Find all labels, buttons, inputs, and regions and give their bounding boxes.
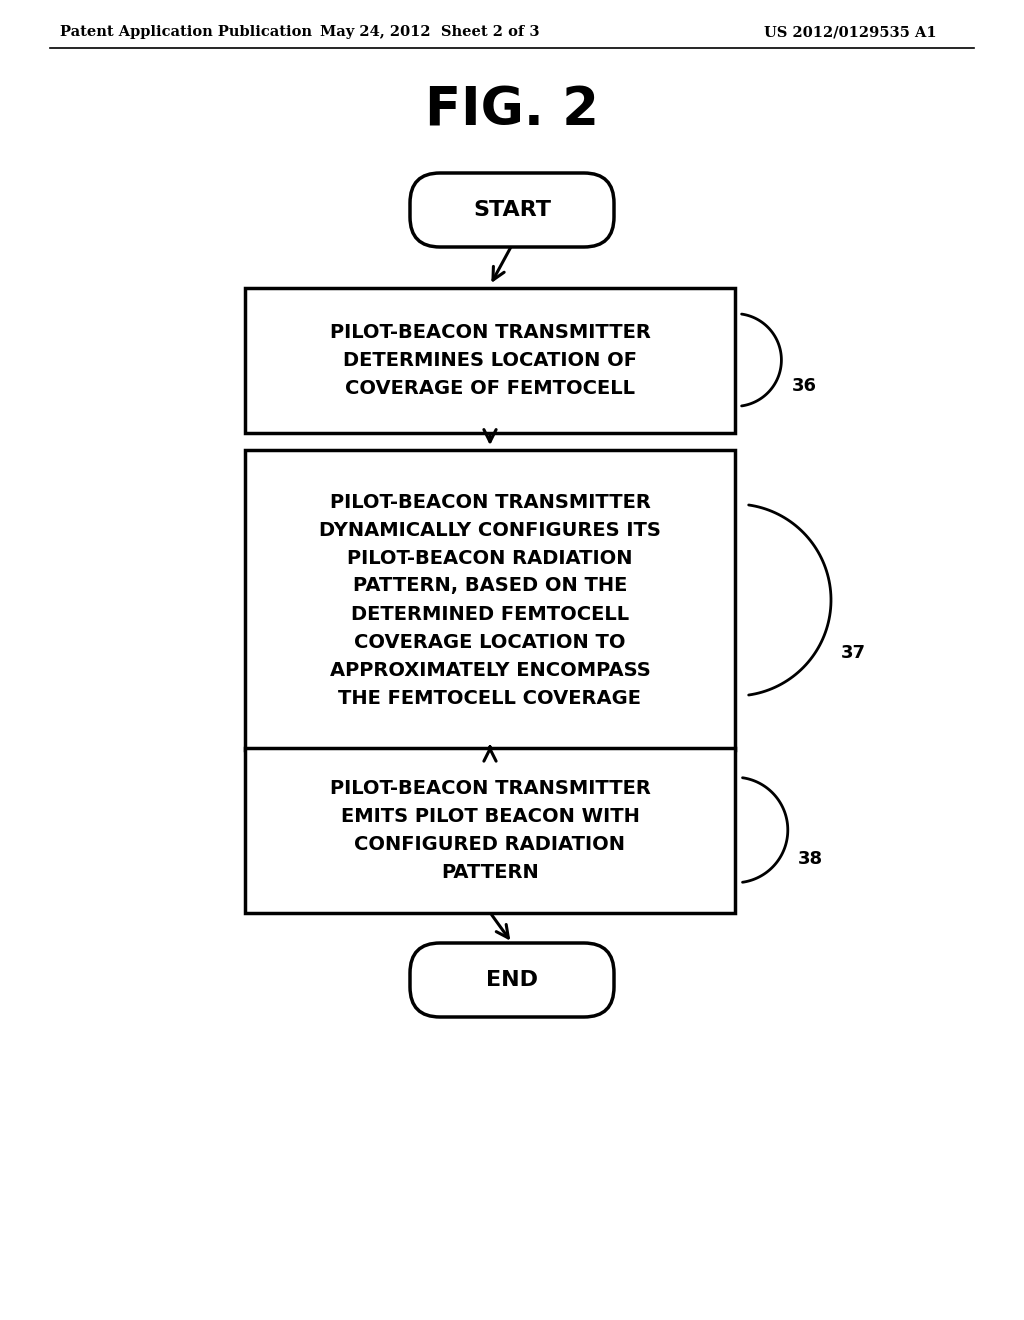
- FancyBboxPatch shape: [410, 173, 614, 247]
- FancyBboxPatch shape: [410, 942, 614, 1016]
- FancyBboxPatch shape: [245, 747, 735, 912]
- Text: Patent Application Publication: Patent Application Publication: [60, 25, 312, 40]
- Text: PILOT-BEACON TRANSMITTER
DYNAMICALLY CONFIGURES ITS
PILOT-BEACON RADIATION
PATTE: PILOT-BEACON TRANSMITTER DYNAMICALLY CON…: [319, 492, 660, 708]
- Text: END: END: [486, 970, 538, 990]
- Text: FIG. 2: FIG. 2: [425, 84, 599, 136]
- Text: START: START: [473, 201, 551, 220]
- Text: PILOT-BEACON TRANSMITTER
EMITS PILOT BEACON WITH
CONFIGURED RADIATION
PATTERN: PILOT-BEACON TRANSMITTER EMITS PILOT BEA…: [330, 779, 650, 882]
- Text: 36: 36: [792, 376, 816, 395]
- Text: US 2012/0129535 A1: US 2012/0129535 A1: [764, 25, 936, 40]
- Text: May 24, 2012  Sheet 2 of 3: May 24, 2012 Sheet 2 of 3: [321, 25, 540, 40]
- FancyBboxPatch shape: [245, 450, 735, 750]
- Text: 38: 38: [798, 850, 823, 869]
- Text: 37: 37: [841, 644, 866, 661]
- Text: PILOT-BEACON TRANSMITTER
DETERMINES LOCATION OF
COVERAGE OF FEMTOCELL: PILOT-BEACON TRANSMITTER DETERMINES LOCA…: [330, 322, 650, 397]
- FancyBboxPatch shape: [245, 288, 735, 433]
